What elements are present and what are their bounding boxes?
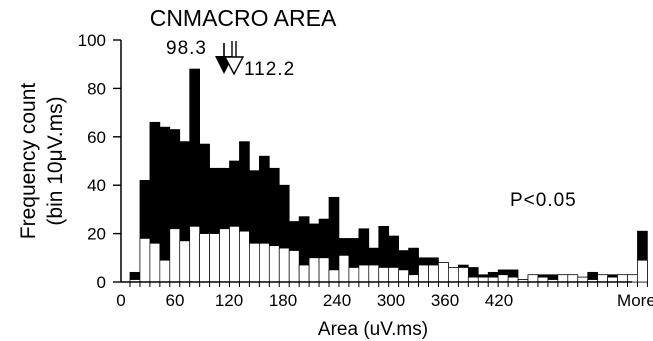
filled-bar-series	[129, 68, 648, 283]
mean-open-marker: 112.2	[223, 41, 295, 80]
open-bar	[199, 233, 210, 283]
open-bar	[189, 225, 200, 283]
y-axis: 0 20 40 60 80 100	[78, 31, 122, 292]
open-bar	[318, 257, 330, 283]
mean-filled-marker: 98.3	[166, 38, 233, 74]
x-tick-label: 360	[431, 291, 459, 310]
open-bar	[438, 262, 449, 283]
open-bar	[637, 259, 648, 283]
chart-title: CNMACRO AREA	[150, 5, 337, 31]
y-axis-label-line2: (bin 10μV.ms)	[44, 96, 67, 225]
stat-annotation: P<0.05	[510, 190, 577, 211]
open-bar	[149, 242, 161, 283]
open-bar	[557, 274, 569, 283]
open-bar	[378, 267, 390, 283]
open-bar	[418, 264, 429, 283]
open-bar	[358, 264, 370, 283]
open-bar	[527, 274, 539, 283]
x-tick-label: 0	[116, 291, 125, 310]
open-bar	[219, 228, 230, 283]
y-tick-label: 40	[87, 176, 106, 195]
y-tick-label: 20	[87, 225, 106, 244]
open-bar	[308, 257, 320, 283]
open-bar	[428, 264, 439, 283]
mean-open-arrow-icon	[223, 56, 245, 76]
open-bar	[448, 267, 459, 283]
x-tick-label: 60	[166, 291, 185, 310]
open-bar	[288, 250, 300, 283]
open-bar	[368, 264, 380, 283]
open-bar	[268, 245, 280, 283]
x-tick-label: 240	[323, 291, 351, 310]
x-axis-label: Area (uV.ms)	[318, 319, 428, 340]
y-tick-label: 0	[97, 273, 106, 292]
open-bar	[278, 247, 290, 283]
open-bar	[458, 267, 469, 283]
mean-filled-label: 98.3	[166, 38, 207, 59]
open-bar	[169, 228, 181, 283]
open-bar	[229, 225, 240, 283]
x-tick-label: 420	[485, 291, 513, 310]
open-bar	[398, 269, 409, 283]
filled-bar	[159, 126, 171, 283]
open-bar	[239, 230, 250, 283]
y-tick-label: 60	[87, 128, 106, 147]
open-bar	[388, 267, 400, 283]
open-bar	[259, 242, 270, 283]
x-tick-label: 300	[377, 291, 405, 310]
x-axis: 0 60 120 180 240 300 360 420 More	[116, 281, 653, 310]
filled-bar	[328, 196, 340, 283]
open-bar	[209, 233, 220, 283]
open-bar	[497, 274, 509, 283]
open-bar	[617, 274, 628, 283]
x-tick-label: More	[617, 291, 653, 310]
x-tick-label: 180	[269, 291, 297, 310]
y-tick-label: 100	[78, 31, 106, 50]
y-axis-label: Frequency count (bin 10μV.ms)	[17, 83, 67, 240]
open-bar	[328, 269, 340, 283]
open-bar	[348, 267, 360, 283]
open-bar	[139, 238, 151, 283]
open-bar	[249, 242, 260, 283]
x-tick-label: 120	[215, 291, 243, 310]
open-bar	[567, 274, 579, 283]
y-tick-label: 80	[87, 79, 106, 98]
open-bar	[597, 274, 608, 283]
open-bar	[338, 255, 350, 283]
y-axis-label-line1: Frequency count	[17, 83, 40, 240]
mean-open-label: 112.2	[244, 59, 295, 80]
open-bar	[298, 264, 310, 283]
open-bar	[627, 274, 638, 283]
open-bar	[408, 274, 419, 283]
open-bar	[159, 259, 171, 283]
open-bar	[179, 240, 191, 283]
